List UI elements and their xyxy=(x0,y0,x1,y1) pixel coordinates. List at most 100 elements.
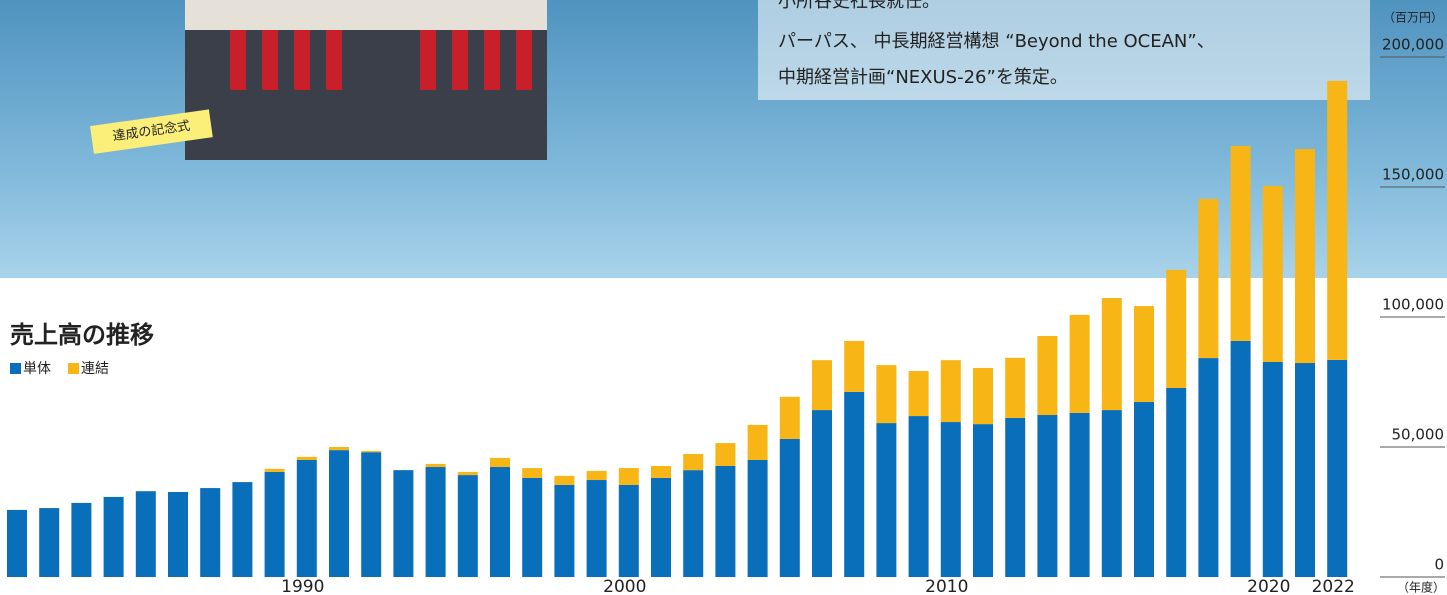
bar-segment xyxy=(522,477,543,577)
bar-segment xyxy=(264,471,285,577)
bar-segment xyxy=(1262,185,1283,362)
bar-segment xyxy=(200,488,221,577)
bar-segment xyxy=(908,371,929,417)
bar-segment xyxy=(1295,149,1315,364)
bar-segment xyxy=(490,457,510,468)
bar-segment xyxy=(844,340,865,392)
bar-segment xyxy=(232,482,253,577)
bar-segment xyxy=(586,480,607,577)
bar-segment xyxy=(457,475,478,577)
x-unit: （年度） xyxy=(1397,580,1445,595)
bar-segment xyxy=(522,468,543,478)
bar-segment xyxy=(1101,298,1122,411)
bar-segment xyxy=(779,438,800,577)
bar-segment xyxy=(393,470,414,577)
bar-segment xyxy=(1069,412,1090,577)
photo-stripes xyxy=(230,30,532,90)
y-unit: （百万円） xyxy=(1383,11,1443,25)
legend-swatch xyxy=(10,363,21,374)
bar-segment xyxy=(361,452,382,577)
x-tick-label: 1990 xyxy=(281,577,324,595)
bar-segment xyxy=(618,484,639,577)
bar-segment xyxy=(1134,402,1154,577)
bar-segment xyxy=(1134,306,1154,403)
y-tick-label: 0 xyxy=(1434,556,1444,574)
y-tick-label: 150,000 xyxy=(1382,166,1444,184)
y-tick-label: 50,000 xyxy=(1392,426,1445,444)
x-tick-label: 2020 xyxy=(1247,577,1290,595)
x-tick-label: 2010 xyxy=(925,577,968,595)
bar-segment xyxy=(425,463,446,468)
bar-segment xyxy=(168,491,188,577)
y-tick-label: 100,000 xyxy=(1382,296,1444,314)
bar-segment xyxy=(586,470,607,481)
bar-segment xyxy=(940,360,961,423)
bar-segment xyxy=(1198,358,1219,577)
bar-segment xyxy=(747,424,768,460)
bar-segment xyxy=(1005,357,1026,418)
bar-segment xyxy=(812,410,832,577)
chart-title: 売上高の推移 xyxy=(10,321,154,349)
bar-segment xyxy=(1166,387,1187,577)
note-box xyxy=(758,0,1370,100)
x-tick-label: 2000 xyxy=(603,577,646,595)
bar-segment xyxy=(135,491,156,577)
bar-segment xyxy=(683,454,704,471)
legend-label: 単体 xyxy=(23,361,51,377)
bar-segment xyxy=(296,456,317,460)
photo-banner xyxy=(185,0,547,30)
bar-segment xyxy=(1101,410,1122,577)
bar-segment xyxy=(747,460,768,577)
bar-segment xyxy=(715,443,736,466)
bar-segment xyxy=(1037,335,1058,416)
bar-segment xyxy=(715,465,736,577)
bar-segment xyxy=(940,422,961,577)
bar-segment xyxy=(1037,415,1058,577)
y-tick-label: 200,000 xyxy=(1382,36,1444,54)
bar-segment xyxy=(876,365,897,424)
bar-segment xyxy=(779,396,800,439)
bar-segment xyxy=(651,465,671,478)
bar-segment xyxy=(1327,80,1348,360)
bar-segment xyxy=(973,424,993,577)
legend-label: 連結 xyxy=(81,361,109,377)
bar-segment xyxy=(876,423,897,577)
bar-segment xyxy=(361,450,382,453)
bar-segment xyxy=(39,508,60,577)
bar-segment xyxy=(296,460,317,577)
bar-segment xyxy=(1005,417,1026,577)
bar-segment xyxy=(1327,359,1348,577)
bar-segment xyxy=(908,416,929,577)
bar-segment xyxy=(71,502,92,577)
bar-segment xyxy=(973,367,993,425)
note-line: 小所谷史社長就任。 xyxy=(778,0,940,12)
bar-segment xyxy=(264,468,285,472)
bar-segment xyxy=(1198,198,1219,359)
bar-segment xyxy=(457,471,478,476)
bar-segment xyxy=(1295,363,1315,577)
bar-segment xyxy=(425,467,446,577)
bar-segment xyxy=(7,509,27,577)
legend-swatch xyxy=(68,363,79,374)
bar-segment xyxy=(1262,361,1283,577)
bar-segment xyxy=(329,450,349,577)
x-tick-label: 2022 xyxy=(1312,577,1355,595)
caption-tag: 達成の記念式 xyxy=(90,109,213,154)
bar-segment xyxy=(1166,269,1187,388)
bar-segment xyxy=(554,484,575,577)
bar-segment xyxy=(1230,145,1251,341)
bar-segment xyxy=(812,360,832,411)
bar-segment xyxy=(651,477,671,577)
bar-segment xyxy=(1230,340,1251,577)
bar-segment xyxy=(844,391,865,577)
bar-segment xyxy=(1069,314,1090,413)
bar-segment xyxy=(490,467,510,577)
bar-segment xyxy=(554,475,575,485)
bar-segment xyxy=(618,468,639,485)
bar-segment xyxy=(103,496,124,577)
note-line: パーパス、 中長期経営構想 “Beyond the OCEAN”、 xyxy=(778,31,1215,52)
note-line: 中期経営計画“NEXUS-26”を策定。 xyxy=(778,67,1068,88)
bar-segment xyxy=(329,447,349,451)
bar-segment xyxy=(683,470,704,577)
